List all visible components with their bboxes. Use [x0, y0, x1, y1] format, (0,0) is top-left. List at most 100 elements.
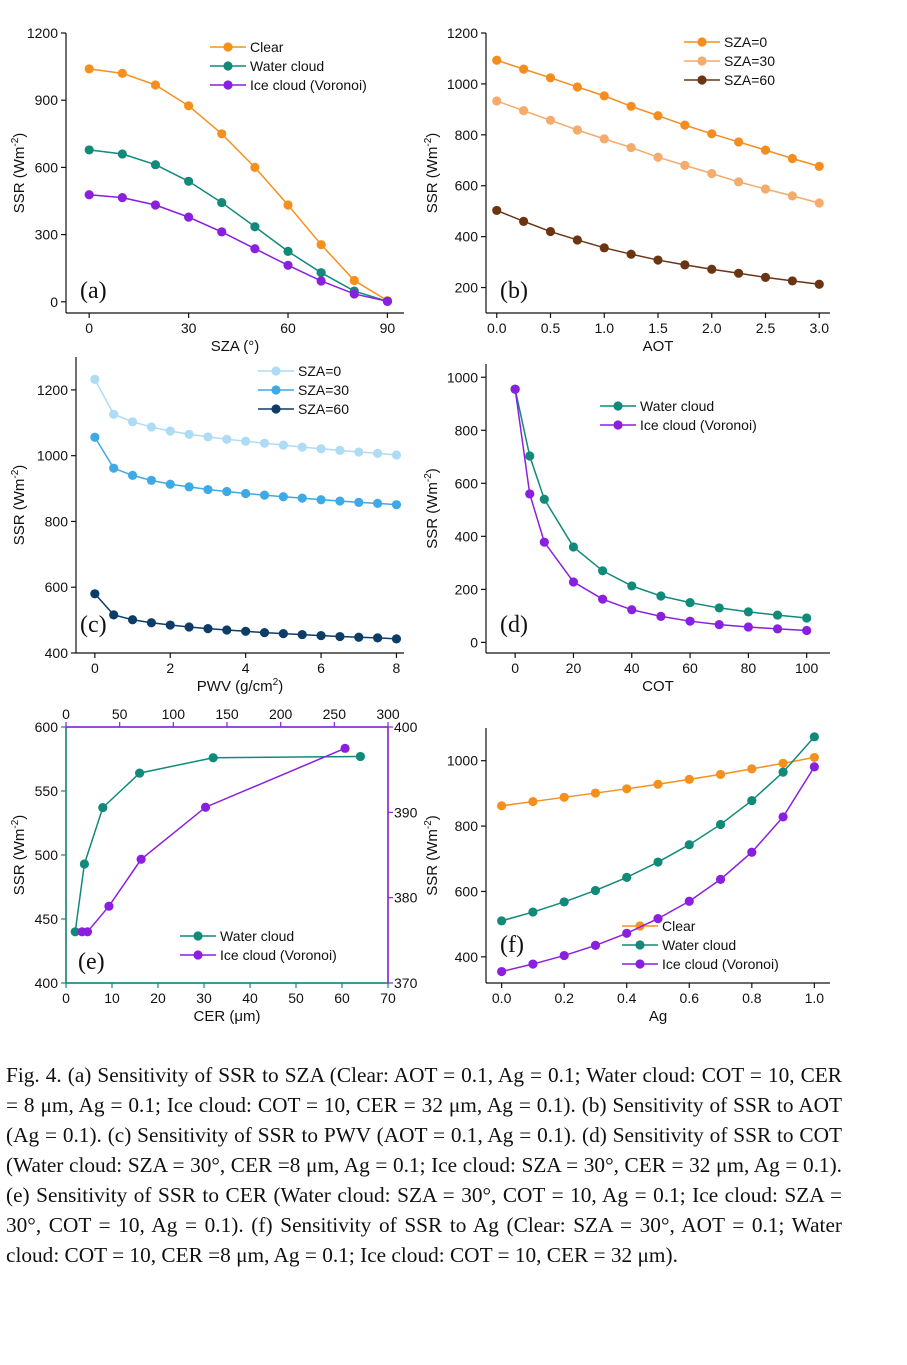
y-tick-label: 1000: [37, 448, 68, 464]
data-point: [743, 607, 753, 617]
data-point: [165, 479, 175, 489]
y-tick-label: 400: [455, 949, 479, 965]
data-point: [653, 857, 663, 867]
data-point: [391, 450, 402, 460]
data-point: [707, 168, 717, 179]
data-point: [707, 129, 717, 139]
y-tick-label: 400: [455, 528, 479, 544]
data-point: [297, 493, 307, 503]
data-point: [203, 432, 213, 442]
y-tick-label: 800: [455, 422, 479, 438]
data-point: [684, 896, 694, 906]
y-tick-label: 1000: [447, 753, 478, 769]
y-tick-label: 300: [35, 227, 59, 243]
data-point: [809, 762, 819, 772]
legend-entry: Water cloud: [250, 58, 324, 74]
data-point: [184, 622, 194, 632]
x-tick-label: 40: [242, 990, 258, 1006]
x-axis-label: CER (μm): [194, 1008, 261, 1025]
data-point: [539, 494, 549, 504]
plot-frame: [65, 726, 389, 984]
x2-tick-label: 200: [269, 706, 293, 722]
data-point: [90, 589, 100, 599]
x2-tick-label: 250: [323, 706, 347, 722]
y2-tick-label: 400: [394, 719, 418, 735]
y-tick-label: 800: [455, 818, 479, 834]
data-point: [685, 616, 695, 626]
y-tick-label: 400: [45, 645, 69, 661]
data-point: [510, 384, 520, 394]
data-point: [528, 907, 538, 917]
data-point: [787, 153, 797, 164]
data-point: [809, 732, 819, 742]
data-point: [146, 475, 157, 485]
data-point: [184, 429, 194, 439]
data-point: [136, 854, 146, 864]
y-tick-label: 600: [455, 475, 479, 491]
data-point: [802, 613, 812, 623]
data-point: [599, 243, 609, 253]
data-point: [203, 624, 213, 634]
data-point: [150, 200, 161, 210]
data-point: [150, 80, 161, 90]
data-point: [590, 940, 601, 951]
legend-swatch-marker: [193, 950, 203, 960]
data-point: [355, 751, 365, 762]
legend-entry: SZA=0: [724, 34, 767, 50]
data-point: [278, 492, 288, 502]
data-point: [778, 767, 788, 777]
figure-caption: Fig. 4. (a) Sensitivity of SSR to SZA (C…: [6, 1063, 842, 1267]
y-axis-label: SSR (Wm-2): [10, 815, 28, 896]
data-point: [340, 743, 350, 753]
y-axis-label: SSR (Wm-2): [10, 465, 28, 546]
data-point: [772, 610, 783, 620]
data-point: [104, 901, 114, 911]
legend-swatch-marker: [223, 80, 233, 90]
data-point: [559, 792, 569, 802]
x-tick-label: 70: [380, 990, 396, 1006]
data-point: [316, 240, 326, 250]
data-point: [335, 631, 345, 642]
x-tick-label: 60: [682, 660, 698, 676]
data-point: [747, 795, 757, 806]
data-point: [714, 620, 724, 630]
data-point: [747, 847, 757, 857]
x-tick-label: 0.4: [617, 990, 637, 1006]
data-point: [127, 470, 138, 480]
panel-label: (c): [80, 612, 107, 638]
data-point: [354, 632, 364, 642]
y-tick-label: 800: [45, 513, 69, 529]
series-line-0: [74, 755, 361, 932]
x-tick-label: 40: [624, 660, 640, 676]
legend-entry: Ice cloud (Voronoi): [662, 956, 779, 972]
data-point: [814, 198, 824, 208]
data-point: [349, 275, 359, 286]
data-point: [715, 874, 726, 884]
x-tick-label: 6: [317, 660, 325, 676]
data-point: [714, 603, 724, 613]
x-tick-label: 30: [181, 320, 197, 336]
data-point: [684, 774, 694, 784]
data-point: [117, 68, 127, 78]
y-tick-label: 550: [35, 783, 59, 799]
x2-tick-label: 300: [376, 706, 400, 722]
y-tick-label: 600: [45, 579, 69, 595]
legend-swatch-marker: [635, 959, 645, 969]
x-tick-label: 0.5: [541, 320, 561, 336]
data-point: [809, 752, 819, 763]
data-point: [787, 276, 797, 286]
series-line-1: [89, 149, 388, 303]
data-point: [680, 260, 690, 270]
data-point: [519, 64, 529, 74]
data-point: [622, 872, 632, 883]
data-point: [492, 96, 502, 106]
data-point: [680, 160, 690, 170]
data-point: [778, 758, 788, 768]
x-tick-label: 0.2: [554, 990, 574, 1006]
data-point: [208, 753, 218, 763]
data-point: [598, 594, 608, 604]
data-point: [335, 496, 345, 506]
data-point: [734, 177, 744, 187]
data-point: [90, 374, 100, 384]
